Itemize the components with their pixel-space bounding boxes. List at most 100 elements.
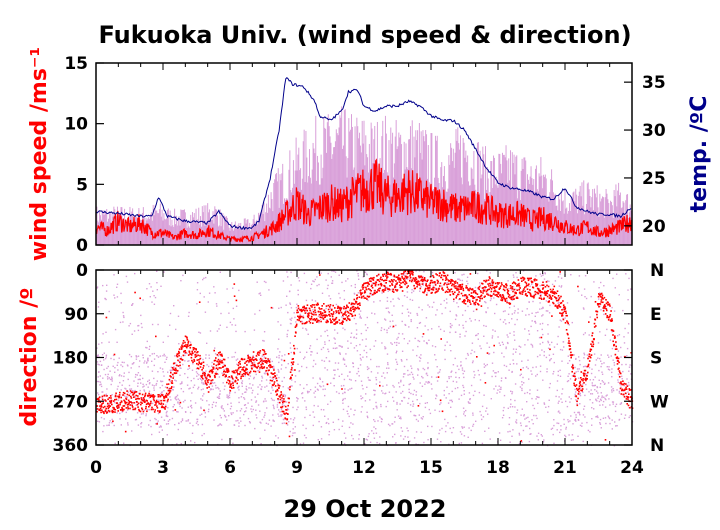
direction-dot xyxy=(148,283,151,285)
direction-dot xyxy=(137,329,140,332)
direction-dot xyxy=(230,413,233,416)
direction-point xyxy=(362,284,364,286)
direction-dot xyxy=(348,415,350,418)
direction-dot xyxy=(613,364,616,366)
direction-dot xyxy=(489,272,491,274)
direction-dot xyxy=(412,400,414,403)
direction-dot xyxy=(409,278,411,280)
direction-dot xyxy=(143,385,145,387)
direction-dot xyxy=(406,427,408,429)
direction-point xyxy=(306,315,309,317)
direction-dot xyxy=(380,327,383,329)
direction-point xyxy=(206,379,209,382)
direction-dot xyxy=(188,388,190,390)
direction-dot xyxy=(163,419,166,421)
direction-dot xyxy=(479,379,482,381)
direction-dot xyxy=(319,443,321,445)
direction-dot xyxy=(134,376,137,378)
direction-dot xyxy=(528,440,531,443)
direction-dot xyxy=(201,423,204,426)
direction-dot xyxy=(360,395,362,397)
direction-point xyxy=(118,406,120,408)
direction-point xyxy=(279,396,281,398)
direction-point xyxy=(151,406,153,409)
direction-point xyxy=(416,281,419,284)
direction-dot xyxy=(184,373,186,375)
direction-point xyxy=(155,399,158,402)
direction-point xyxy=(469,301,471,303)
direction-dot xyxy=(486,407,488,409)
direction-dot xyxy=(382,385,384,387)
direction-dot xyxy=(574,366,576,369)
direction-point xyxy=(517,279,520,281)
direction-point xyxy=(404,270,407,273)
direction-dot xyxy=(132,303,134,305)
direction-dot xyxy=(408,388,410,391)
direction-dot xyxy=(386,384,388,386)
direction-dot xyxy=(221,372,223,374)
direction-point xyxy=(477,304,480,306)
direction-dot xyxy=(265,371,267,373)
direction-dot xyxy=(579,424,582,427)
direction-dot xyxy=(548,386,551,389)
direction-point xyxy=(141,393,144,396)
direction-dot xyxy=(366,356,368,358)
direction-point xyxy=(203,373,206,376)
direction-point xyxy=(326,383,329,386)
direction-dot xyxy=(449,310,451,313)
direction-point xyxy=(291,367,293,369)
direction-dot xyxy=(314,396,316,398)
direction-dot xyxy=(125,411,127,414)
direction-dot xyxy=(567,375,569,377)
direction-dot xyxy=(547,341,550,344)
direction-dot xyxy=(273,420,275,422)
direction-dot xyxy=(377,372,379,374)
direction-dot xyxy=(459,336,461,338)
direction-point xyxy=(135,394,137,397)
direction-point xyxy=(123,392,126,395)
direction-point xyxy=(391,284,394,286)
direction-dot xyxy=(563,423,565,425)
direction-dot xyxy=(427,362,429,364)
direction-dot xyxy=(140,314,142,317)
direction-point xyxy=(306,309,308,312)
direction-point xyxy=(388,280,391,282)
direction-dot xyxy=(512,353,514,355)
direction-dot xyxy=(401,430,404,432)
direction-dot xyxy=(227,376,229,379)
direction-dot xyxy=(584,275,587,277)
direction-dot xyxy=(221,407,223,409)
direction-dot xyxy=(269,376,271,378)
direction-point xyxy=(455,287,458,289)
direction-point xyxy=(492,281,495,283)
direction-dot xyxy=(427,366,429,369)
direction-point xyxy=(368,295,371,298)
direction-dot xyxy=(514,406,516,408)
direction-point xyxy=(311,304,314,306)
direction-dot xyxy=(603,308,605,310)
direction-point xyxy=(384,289,387,291)
direction-dot xyxy=(455,415,457,418)
direction-dot xyxy=(618,418,621,421)
direction-point xyxy=(540,336,543,339)
direction-point xyxy=(179,361,181,364)
direction-point xyxy=(462,289,465,292)
direction-dot xyxy=(165,423,168,425)
direction-dot xyxy=(220,406,223,408)
direction-dot xyxy=(241,393,244,395)
direction-dot xyxy=(526,425,528,427)
direction-point xyxy=(257,365,260,368)
direction-dot xyxy=(361,384,363,387)
direction-dot xyxy=(403,396,406,399)
direction-point xyxy=(329,304,332,306)
direction-point xyxy=(332,311,335,313)
direction-point xyxy=(245,372,248,374)
direction-point xyxy=(107,398,109,401)
direction-dot xyxy=(579,387,582,389)
direction-dot xyxy=(396,363,399,365)
direction-dot xyxy=(463,426,465,428)
direction-dot xyxy=(574,395,576,397)
direction-point xyxy=(399,278,401,280)
direction-point xyxy=(509,297,511,299)
direction-point xyxy=(127,407,129,410)
